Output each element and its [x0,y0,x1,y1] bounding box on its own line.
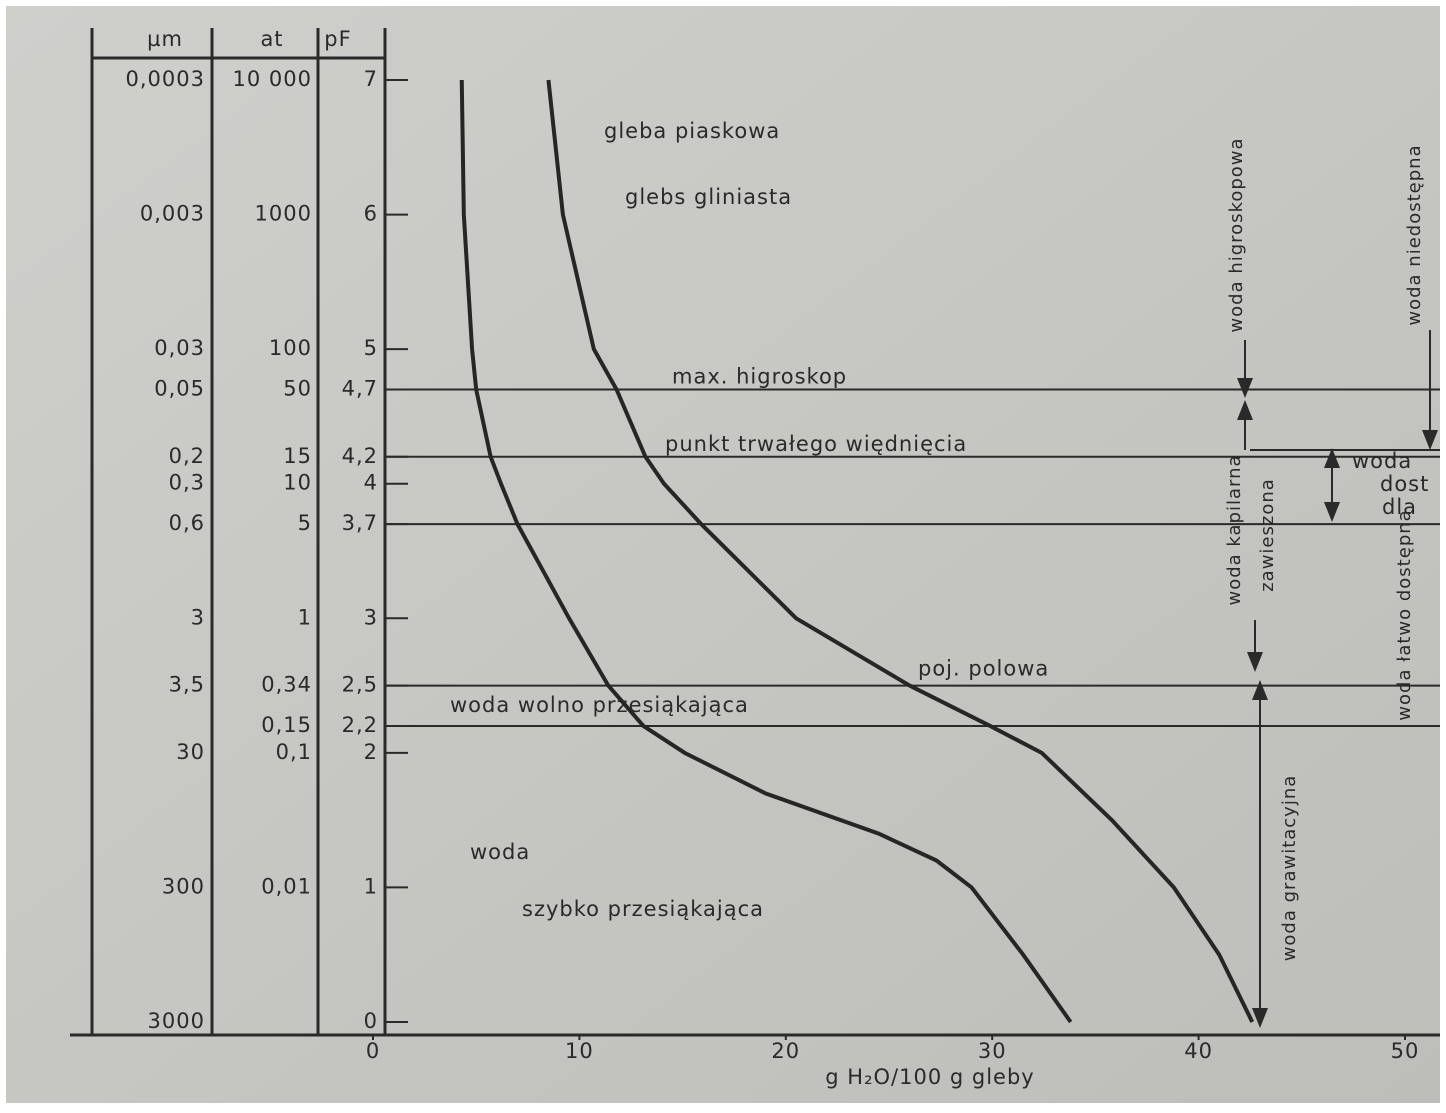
scale-label: 0,03 [154,336,205,360]
scale-label: 30 [176,740,205,764]
chart: g H₂O/100 g gleby µm at pF 7 0,0003 10 000 6 0,… [0,0,1446,1109]
reference-label: woda wolno przesiąkająca [450,693,749,717]
column-header: at [260,27,283,51]
scale-label: 10 000 [233,67,312,91]
annotation: szybko przesiąkająca [522,897,764,921]
x-tick-label: 30 [978,1039,1007,1063]
x-tick-label: 0 [366,1039,380,1063]
scale-label: 3 [191,605,205,629]
scale-label: 0,3 [169,471,205,495]
scale-label: 10 [283,471,312,495]
column-header: pF [324,27,351,51]
scale-label: 0,34 [261,673,312,697]
annotation: dla [1382,495,1417,519]
scale-label: 0,01 [261,874,312,898]
scale-label: 0,15 [261,713,312,737]
annotation: zawieszona [1257,478,1278,592]
y-tick-label: 3 [364,605,378,629]
annotation: woda [470,840,530,864]
series-label: gleba piaskowa [604,119,780,143]
annotation: woda kapilarna [1224,454,1245,605]
reference-label: max. higroskop [672,365,847,389]
scale-label: 5 [298,511,312,535]
y-tick-label: 4,2 [342,444,378,468]
annotation: woda higroskopowa [1226,137,1247,332]
x-tick-label: 20 [771,1039,800,1063]
scale-label: 0,0003 [126,67,205,91]
reference-label: poj. polowa [918,657,1049,681]
y-tick-label: 5 [364,336,378,360]
y-tick-label: 4,7 [342,377,378,401]
x-tick-label: 40 [1184,1039,1213,1063]
x-axis-label: g H₂O/100 g gleby [825,1065,1034,1089]
scale-label: 50 [283,377,312,401]
scale-label: 1000 [255,202,312,226]
y-tick-label: 0 [364,1009,378,1033]
scale-label: 100 [269,336,312,360]
scale-label: 0,6 [169,511,205,535]
annotation: woda łatwo dostępna [1394,509,1415,720]
scale-label: 15 [283,444,312,468]
annotation: dost [1380,472,1429,496]
scale-label: 1 [298,605,312,629]
y-tick-label: 6 [364,202,378,226]
annotation: woda niedostępna [1404,144,1425,325]
column-header: µm [147,27,183,51]
y-tick-label: 3,7 [342,511,378,535]
annotation: woda grawitacyjna [1279,775,1300,962]
scale-label: 3000 [148,1009,205,1033]
scale-label: 0,1 [276,740,312,764]
scale-label: 300 [162,874,205,898]
x-tick-label: 50 [1391,1039,1420,1063]
scale-label: 0,003 [140,202,205,226]
x-tick-label: 10 [565,1039,594,1063]
y-tick-label: 2,5 [342,673,378,697]
reference-label: punkt trwałego więdnięcia [665,432,967,456]
y-tick-label: 2,2 [342,713,378,737]
y-tick-label: 1 [364,874,378,898]
scale-label: 0,2 [169,444,205,468]
scale-label: 0,05 [154,377,205,401]
annotation: woda [1352,449,1412,473]
y-tick-label: 7 [364,67,378,91]
page: g H₂O/100 g gleby µm at pF 7 0,0003 10 000 6 0,… [0,0,1446,1113]
y-tick-label: 4 [364,471,378,495]
series-label: glebs gliniasta [625,185,792,209]
y-tick-label: 2 [364,740,378,764]
scale-label: 3,5 [169,673,205,697]
